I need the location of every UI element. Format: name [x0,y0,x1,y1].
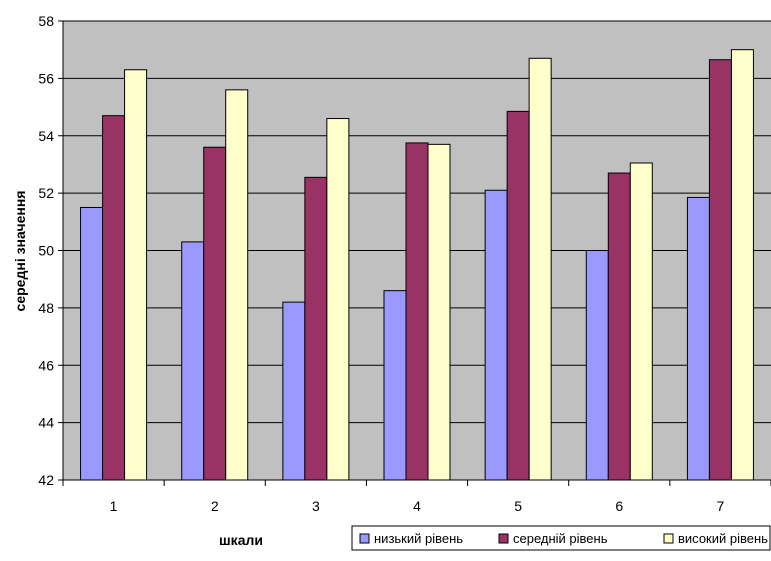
bar [383,290,407,481]
bar [708,59,732,481]
bar [80,206,104,481]
x-tick-label: 5 [514,498,522,514]
legend-box [351,525,771,551]
legend-label: високий рівень [678,531,768,546]
x-tick-label: 2 [211,498,219,514]
y-tick-label: 54 [38,128,54,144]
bar [282,301,306,481]
y-tick-label: 42 [38,472,54,488]
bar [528,57,552,481]
x-tick-label: 3 [312,498,320,514]
bar [730,49,754,481]
bar [607,172,631,481]
bar [326,118,350,481]
legend-swatch [498,533,509,544]
legend-swatch [663,533,674,544]
y-tick-label: 50 [38,243,54,259]
x-axis-title: шкали [219,532,263,548]
bar [181,241,205,481]
bar [629,162,653,481]
bar [427,143,451,481]
y-axis-title: середні значення [12,191,28,312]
bar [102,115,126,481]
bar [225,89,249,481]
x-tick-label: 6 [615,498,623,514]
bar [124,69,148,481]
y-tick-label: 48 [38,300,54,316]
legend-label: низький рівень [374,531,463,546]
bar [585,250,609,481]
legend-swatch [359,533,370,544]
y-tick-label: 44 [38,415,54,431]
y-tick-label: 46 [38,357,54,373]
y-tick-label: 52 [38,185,54,201]
bar [304,176,328,481]
bar [203,146,227,481]
legend-label: середній рівень [513,531,608,546]
x-tick-label: 7 [717,498,725,514]
x-tick-label: 4 [413,498,421,514]
bar [506,110,530,481]
bar [405,142,429,481]
bar [484,189,508,481]
y-tick-label: 58 [38,13,54,29]
y-tick-label: 56 [38,70,54,86]
x-tick-label: 1 [110,498,118,514]
bar [686,196,710,481]
